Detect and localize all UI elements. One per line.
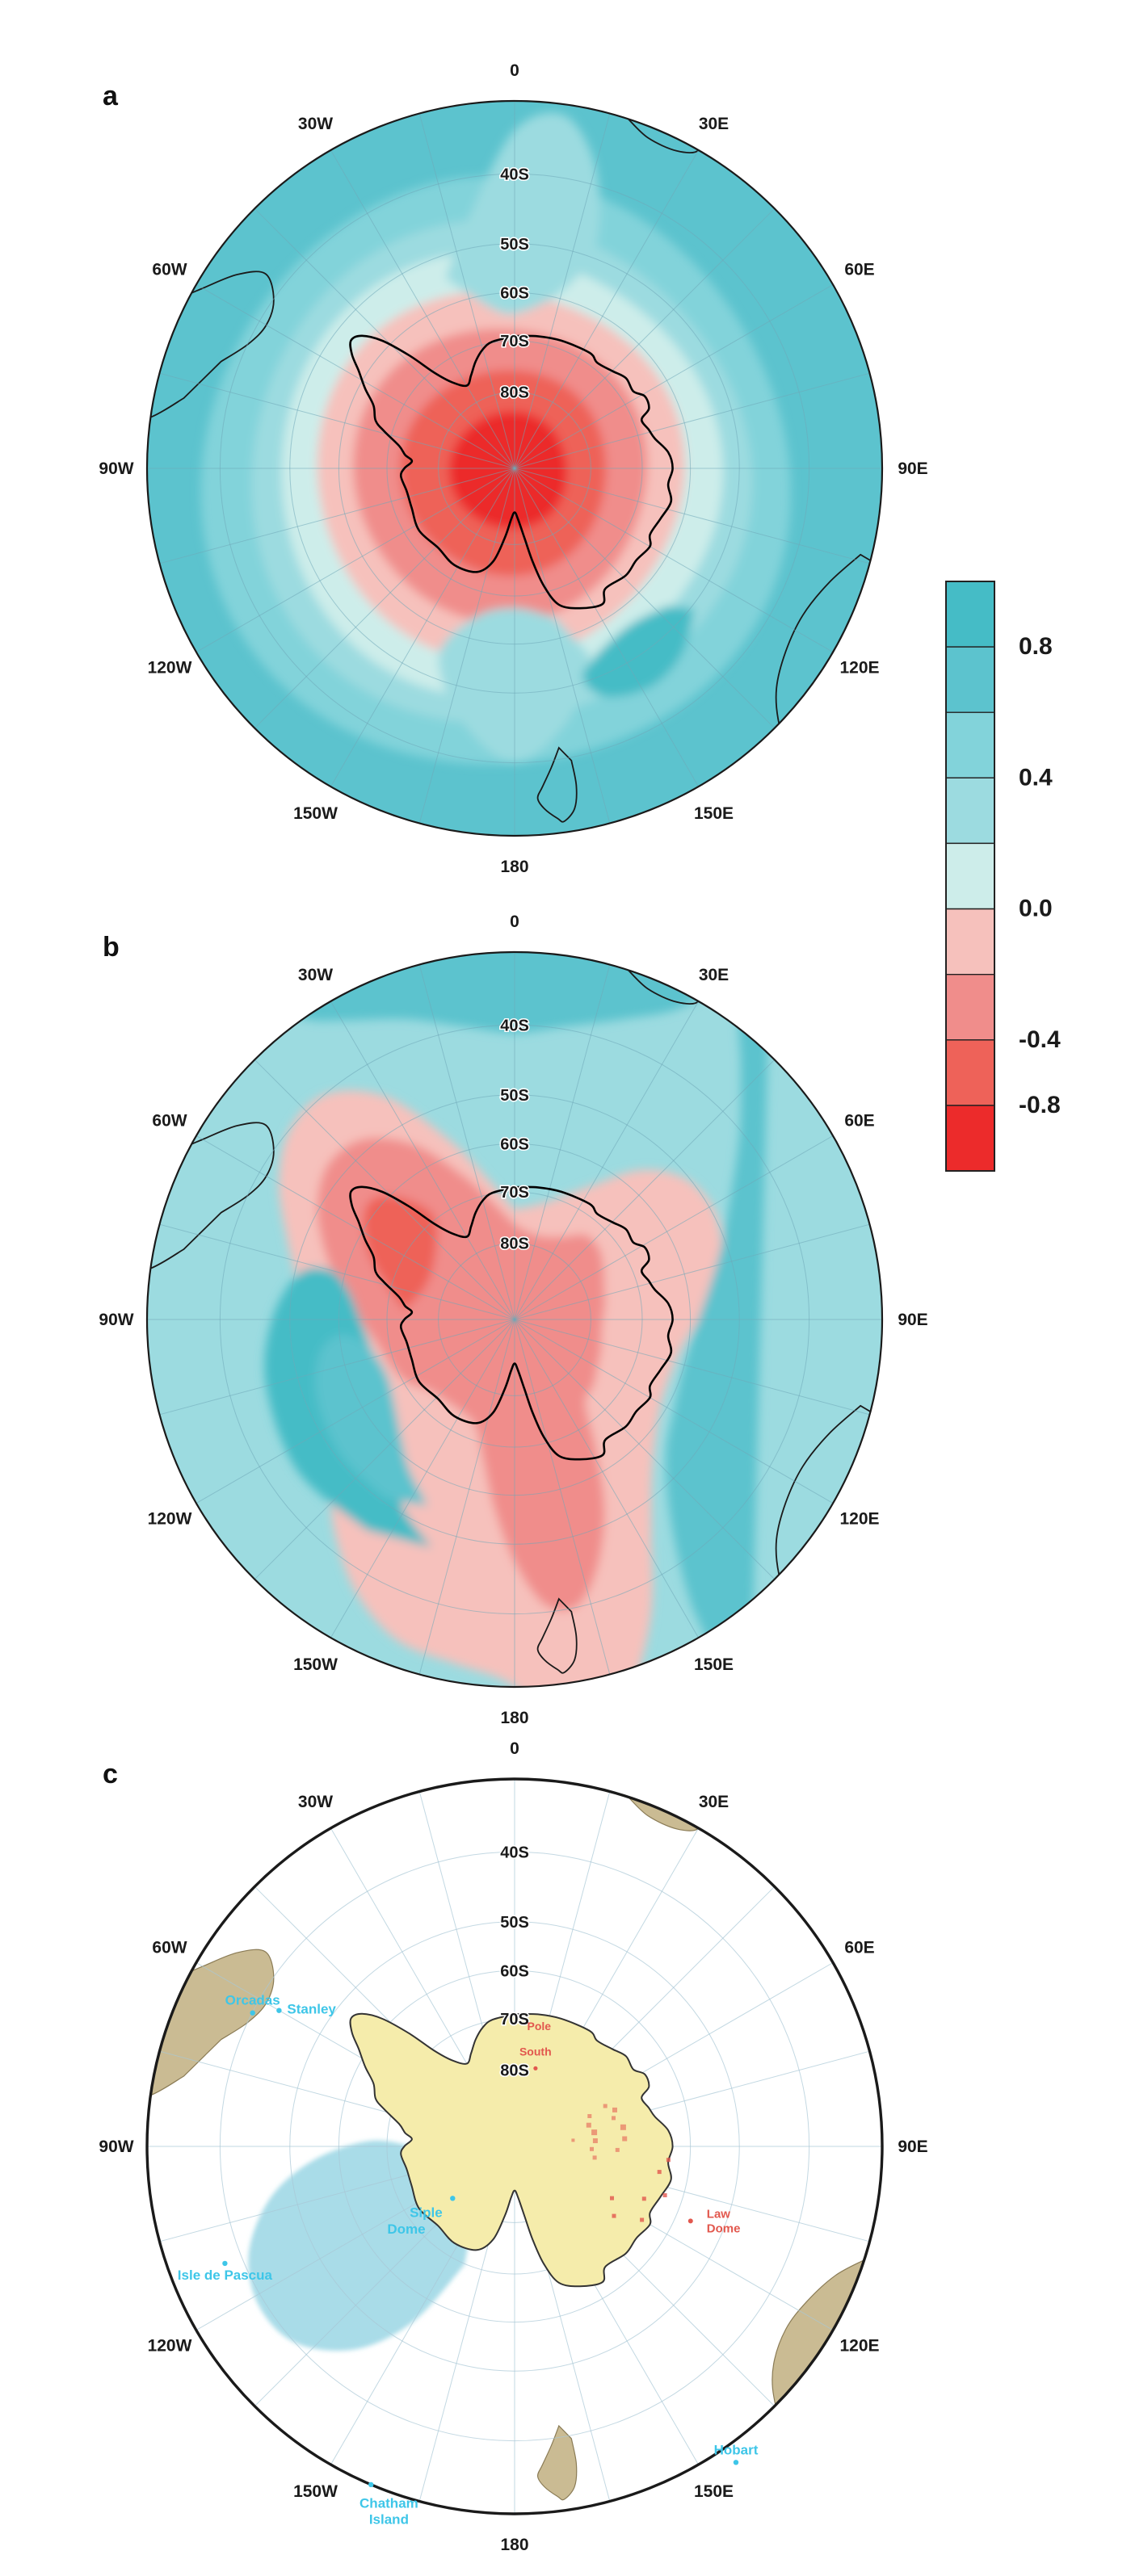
svg-text:60E: 60E xyxy=(844,1939,874,1957)
svg-text:60S: 60S xyxy=(500,1962,529,1980)
svg-text:0.4: 0.4 xyxy=(1019,764,1053,791)
svg-text:Dome: Dome xyxy=(707,2221,741,2235)
svg-text:30E: 30E xyxy=(699,1793,729,1811)
svg-text:90E: 90E xyxy=(898,2138,927,2156)
svg-text:180: 180 xyxy=(500,858,528,876)
svg-text:80S: 80S xyxy=(500,384,529,402)
svg-text:90W: 90W xyxy=(99,459,133,478)
svg-text:Isle de Pascua: Isle de Pascua xyxy=(178,2268,273,2283)
svg-text:40S: 40S xyxy=(500,1017,529,1034)
svg-text:120W: 120W xyxy=(148,2337,192,2356)
svg-text:60S: 60S xyxy=(500,284,529,302)
svg-text:150E: 150E xyxy=(694,2482,734,2501)
svg-text:60E: 60E xyxy=(844,1112,874,1131)
svg-text:80S: 80S xyxy=(500,1236,529,1253)
svg-text:180: 180 xyxy=(500,1709,528,1727)
svg-text:Stanley: Stanley xyxy=(287,2002,336,2017)
svg-text:30W: 30W xyxy=(298,115,333,133)
svg-text:Law: Law xyxy=(707,2207,731,2221)
svg-text:70S: 70S xyxy=(500,2011,529,2028)
svg-text:150W: 150W xyxy=(293,2482,338,2501)
svg-text:30E: 30E xyxy=(699,966,729,984)
svg-text:-0.4: -0.4 xyxy=(1019,1026,1061,1053)
svg-text:30E: 30E xyxy=(699,115,729,133)
svg-text:150W: 150W xyxy=(293,1655,338,1674)
svg-text:0.8: 0.8 xyxy=(1019,633,1053,660)
svg-text:70S: 70S xyxy=(500,333,529,350)
svg-text:b: b xyxy=(103,932,120,963)
svg-text:Hobart: Hobart xyxy=(714,2442,759,2457)
svg-text:60E: 60E xyxy=(844,261,874,279)
svg-text:120W: 120W xyxy=(148,1510,192,1529)
svg-text:50S: 50S xyxy=(500,1087,529,1105)
svg-text:-0.8: -0.8 xyxy=(1019,1092,1061,1118)
svg-text:Pole: Pole xyxy=(528,2020,552,2033)
svg-text:120E: 120E xyxy=(839,1510,879,1529)
svg-text:50S: 50S xyxy=(500,236,529,254)
svg-text:70S: 70S xyxy=(500,1184,529,1202)
svg-text:90E: 90E xyxy=(898,1311,927,1329)
svg-text:0: 0 xyxy=(510,1739,519,1758)
svg-text:150E: 150E xyxy=(694,1655,734,1674)
svg-text:120E: 120E xyxy=(839,659,879,678)
svg-text:0.0: 0.0 xyxy=(1019,896,1053,922)
svg-text:South: South xyxy=(519,2045,552,2058)
svg-text:Island: Island xyxy=(369,2512,409,2528)
svg-text:180: 180 xyxy=(500,2536,528,2554)
svg-text:30W: 30W xyxy=(298,966,333,984)
svg-text:Dome: Dome xyxy=(387,2221,425,2237)
svg-text:120W: 120W xyxy=(148,659,192,678)
svg-text:60W: 60W xyxy=(152,1939,187,1957)
svg-text:Siple: Siple xyxy=(410,2205,443,2221)
svg-text:60W: 60W xyxy=(152,1112,187,1131)
svg-text:40S: 40S xyxy=(500,1844,529,1861)
svg-text:90E: 90E xyxy=(898,459,927,478)
svg-text:Chatham: Chatham xyxy=(359,2496,418,2511)
svg-text:c: c xyxy=(103,1759,118,1789)
svg-text:50S: 50S xyxy=(500,1914,529,1932)
svg-text:30W: 30W xyxy=(298,1793,333,1811)
svg-text:150W: 150W xyxy=(293,804,338,823)
svg-text:60W: 60W xyxy=(152,261,187,279)
svg-text:0: 0 xyxy=(510,913,519,931)
svg-text:150E: 150E xyxy=(694,804,734,823)
svg-text:Orcadas: Orcadas xyxy=(225,1993,280,2008)
svg-text:90W: 90W xyxy=(99,2138,133,2156)
svg-text:40S: 40S xyxy=(500,166,529,183)
svg-text:80S: 80S xyxy=(500,2062,529,2080)
svg-text:a: a xyxy=(103,81,119,111)
svg-text:90W: 90W xyxy=(99,1311,133,1329)
svg-text:60S: 60S xyxy=(500,1135,529,1153)
svg-text:0: 0 xyxy=(510,61,519,80)
svg-text:120E: 120E xyxy=(839,2337,879,2356)
